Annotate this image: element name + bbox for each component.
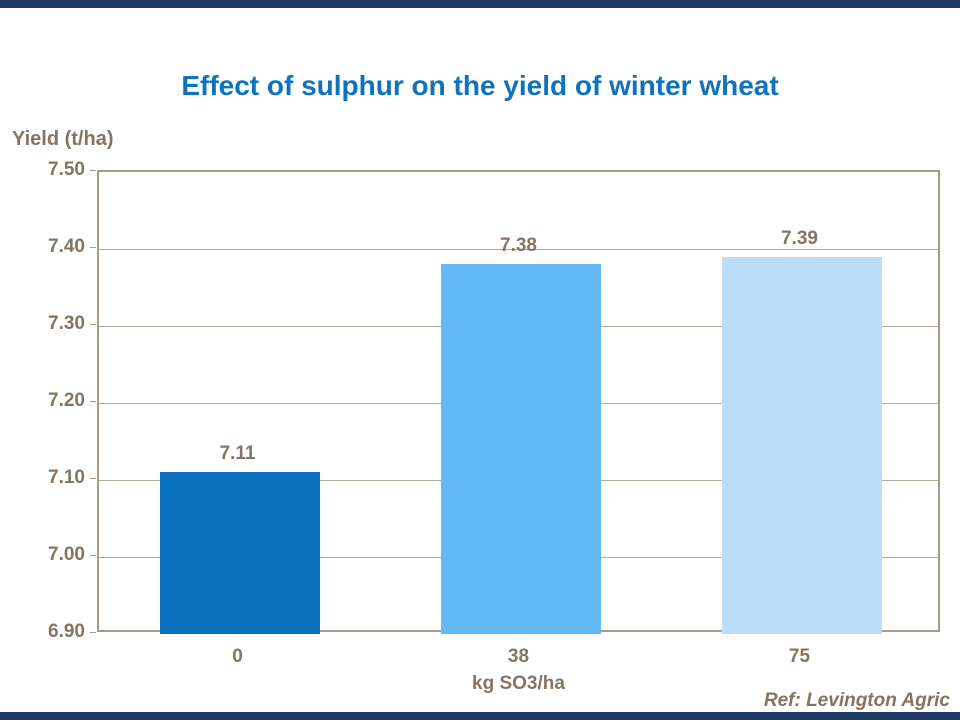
chart-title: Effect of sulphur on the yield of winter… [181,70,779,101]
reference-note: Ref: Levington Agric [763,690,950,711]
x-tick-label: 0 [232,646,243,667]
y-axis-tick [90,632,96,633]
bar-75 [721,256,882,634]
x-tick-label: 75 [788,646,811,667]
y-axis-title: Yield (t/ha) [12,128,114,150]
y-tick-label: 7.40 [48,236,85,257]
bar-value-label: 7.11 [219,443,256,465]
bar-value-label: 7.39 [781,227,818,249]
top-accent-strip [0,0,960,8]
gridline [99,248,938,250]
y-tick-label: 7.30 [48,313,85,334]
x-axis-title: kg SO3/ha [472,673,565,694]
y-tick-label: 6.90 [48,621,85,642]
bar-38 [440,264,601,634]
bottom-accent-strip [0,712,960,720]
y-axis-tick [90,170,96,171]
y-axis-tick [90,478,96,479]
plot-area [97,170,940,634]
y-tick-label: 7.10 [48,467,85,488]
bar-0 [159,472,320,634]
y-axis-tick [90,555,96,556]
x-tick-label: 38 [507,646,530,667]
y-axis-tick [90,324,96,325]
y-tick-label: 7.00 [48,544,85,565]
y-axis-tick [90,247,96,248]
y-tick-label: 7.20 [48,390,85,411]
y-tick-label: 7.50 [48,159,85,180]
y-axis-tick [90,401,96,402]
bar-value-label: 7.38 [500,235,537,257]
